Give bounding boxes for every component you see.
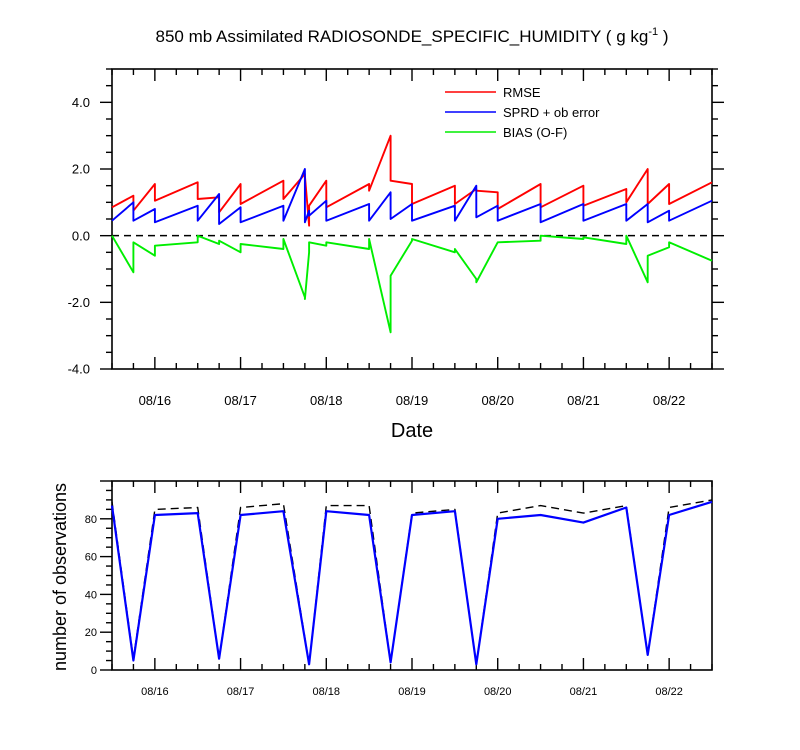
bottom-panel: 08/16 08/17 08/18 08/19 08/20 08/21 08/22 0 20 40… [85,480,713,698]
bottom-y-tick-label: 0 [91,665,97,677]
bottom-series-possible [111,499,713,665]
top-y-tick-label: 2.0 [72,162,90,177]
top-y-tick-label: -4.0 [68,362,90,377]
bottom-y-tick-label: 60 [85,552,97,564]
title-exponent: -1 [648,26,658,38]
top-x-tick-label: 08/22 [653,393,686,408]
bottom-x-tick-label: 08/20 [484,686,512,698]
top-x-tick-label: 08/19 [396,393,429,408]
bottom-y-tick-label: 20 [85,627,97,639]
top-series-sprd-ob-error [111,168,713,225]
bottom-y-axis-label: number of observations [50,483,70,671]
bottom-series-assimilated [110,500,713,666]
bottom-x-tick-label: 08/21 [570,686,598,698]
top-y-tick-label: -2.0 [68,295,90,310]
legend-label: SPRD + ob error [503,105,600,120]
top-panel: 08/16 08/17 08/18 08/19 08/20 08/21 08/22 -4.0 -… [68,68,724,408]
bottom-x-tick-label: 08/18 [313,686,341,698]
bottom-y-tick-label: 40 [85,589,97,601]
top-x-tick-label: 08/17 [224,393,257,408]
top-y-tick-label: 0.0 [72,228,90,243]
bottom-x-tick-label: 08/17 [227,686,255,698]
top-y-tick-label: 4.0 [72,95,90,110]
top-x-axis-label: Date [391,420,433,442]
top-x-tick-label: 08/16 [139,393,172,408]
top-x-tick-label: 08/21 [567,393,600,408]
top-x-tick-label: 08/18 [310,393,343,408]
legend-label: RMSE [503,85,541,100]
top-x-tick-label: 08/20 [481,393,514,408]
legend-label: BIAS (O-F) [503,125,567,140]
bottom-y-tick-label: 80 [85,514,97,526]
bottom-x-tick-label: 08/19 [398,686,426,698]
bottom-x-tick-label: 08/16 [141,686,169,698]
chart-title: 850 mb Assimilated RADIOSONDE_SPECIFIC_H… [156,26,669,46]
bottom-x-tick-label: 08/22 [655,686,683,698]
top-series-bias-o-f [111,234,713,334]
legend: RMSE SPRD + ob error BIAS (O-F) [445,85,600,140]
title-suffix: ) [658,27,668,46]
